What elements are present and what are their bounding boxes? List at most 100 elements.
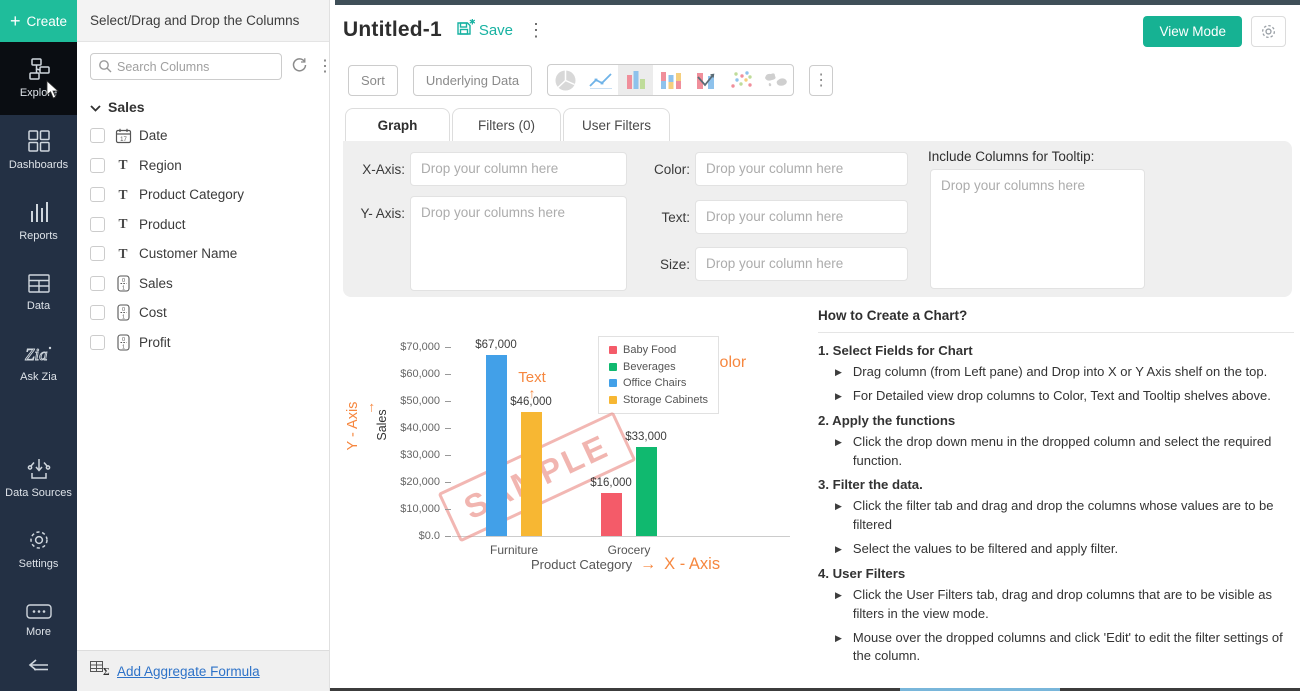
- tooltip-dropzone[interactable]: Drop your columns here: [930, 169, 1145, 289]
- y-axis-dropzone[interactable]: Drop your columns here: [410, 196, 627, 291]
- bullet-arrow-icon: ▶: [835, 436, 842, 447]
- field-checkbox[interactable]: [90, 246, 105, 262]
- field-checkbox[interactable]: [90, 128, 105, 144]
- underlying-data-button[interactable]: Underlying Data: [412, 64, 533, 96]
- add-aggregate-formula-link[interactable]: Add Aggregate Formula: [117, 663, 260, 679]
- sidebar-item-data-sources[interactable]: Data Sources: [0, 443, 77, 514]
- chart-type-scatter-chart-icon[interactable]: [723, 65, 758, 95]
- size-dropzone[interactable]: Drop your column here: [695, 247, 908, 281]
- y-axis-shelf-label: Y- Axis:: [360, 206, 405, 221]
- field-label: Sales: [139, 275, 173, 291]
- search-columns-input[interactable]: [90, 53, 282, 80]
- sidebar-item-label: More: [25, 625, 52, 638]
- data-sources-icon: [26, 458, 52, 480]
- text-dropzone[interactable]: Drop your column here: [695, 200, 908, 234]
- chart-bar-beverages: [636, 447, 657, 536]
- field-row-product[interactable]: T Product: [77, 210, 329, 240]
- nav-gap: [0, 399, 77, 443]
- text-arrow-icon: ↑: [528, 385, 536, 401]
- settings-gear-button[interactable]: [1251, 16, 1286, 47]
- tab-filters[interactable]: Filters (0): [452, 108, 561, 141]
- field-row-product-category[interactable]: T Product Category: [77, 180, 329, 210]
- field-checkbox[interactable]: [90, 275, 105, 291]
- chart-type-combo-chart-icon[interactable]: [688, 65, 723, 95]
- save-button[interactable]: ✱ Save: [456, 18, 514, 41]
- screen-edge-artifact: [77, 688, 1300, 691]
- field-row-profit[interactable]: 0 1 Profit: [77, 328, 329, 358]
- legend-item: Office Chairs: [609, 377, 708, 389]
- create-button[interactable]: + Create: [0, 0, 77, 42]
- columns-panel: Select/Drag and Drop the Columns ⋮ Sales…: [77, 0, 333, 691]
- sidebar-item-label: Dashboards: [8, 159, 69, 171]
- x-axis-arrow-icon: →: [640, 555, 657, 573]
- chart-type-map-chart-icon[interactable]: [758, 65, 793, 95]
- tab-user-filters[interactable]: User Filters: [563, 108, 670, 141]
- text-type-icon: T: [118, 157, 128, 173]
- sidebar-item-reports[interactable]: Reports: [0, 186, 77, 257]
- sidebar-item-settings[interactable]: Settings: [0, 514, 77, 585]
- sidebar-item-more[interactable]: More: [0, 585, 77, 656]
- y-tick-mark: [445, 482, 451, 483]
- text-type-icon: T: [118, 186, 128, 202]
- legend-item: Beverages: [609, 361, 708, 373]
- field-row-customer-name[interactable]: T Customer Name: [77, 239, 329, 269]
- tooltip-shelf-label: Include Columns for Tooltip:: [928, 149, 1095, 164]
- y-tick-mark: [445, 536, 451, 537]
- y-tick-mark: [445, 428, 451, 429]
- chart-type-more-icon[interactable]: ⋮: [809, 64, 834, 96]
- field-label: Region: [139, 157, 182, 173]
- tab-graph[interactable]: Graph: [345, 108, 450, 141]
- bullet-arrow-icon: ▶: [835, 367, 842, 377]
- color-dropzone[interactable]: Drop your column here: [695, 152, 908, 186]
- create-button-label: Create: [26, 13, 68, 29]
- main-area: Untitled-1 ✱ Save ⋮ View Mode Sort Under…: [330, 0, 1300, 691]
- text-type-icon: T: [118, 245, 128, 261]
- sidebar-item-dashboards[interactable]: Dashboards: [0, 115, 77, 186]
- svg-text:✱: ✱: [469, 19, 475, 27]
- chart-bar-storage-cabinets: [521, 412, 542, 536]
- field-checkbox[interactable]: [90, 157, 105, 173]
- header-kebab-menu-icon[interactable]: ⋮: [527, 20, 546, 40]
- sidebar-item-data[interactable]: Data: [0, 257, 77, 328]
- chart-type-bar-chart-icon[interactable]: [618, 65, 654, 95]
- sidebar-item-explore[interactable]: Explore: [0, 42, 77, 115]
- sample-chart: Y - Axis → Sales Text ↑ → Color Baby Foo…: [345, 300, 815, 600]
- collapse-sidebar-button[interactable]: [0, 653, 77, 683]
- field-row-date[interactable]: 17 Date: [77, 121, 329, 151]
- refresh-icon[interactable]: [289, 54, 310, 80]
- panel-kebab-menu-icon[interactable]: ⋮: [317, 57, 333, 75]
- chart-type-stacked-bar-icon[interactable]: [653, 65, 688, 95]
- x-axis-dropzone[interactable]: Drop your column here: [410, 152, 627, 186]
- field-label: Profit: [139, 334, 171, 350]
- y-tick-mark: [445, 509, 451, 510]
- text-shelf-label: Text:: [661, 210, 690, 225]
- help-panel: How to Create a Chart? 1. Select Fields …: [818, 308, 1294, 671]
- save-label: Save: [478, 21, 514, 39]
- reports-icon: [29, 201, 49, 223]
- field-row-region[interactable]: T Region: [77, 151, 329, 181]
- y-tick-label: $30,000: [400, 449, 440, 461]
- field-checkbox[interactable]: [90, 334, 105, 350]
- help-title: How to Create a Chart?: [818, 308, 968, 323]
- field-checkbox[interactable]: [90, 305, 105, 321]
- left-nav-rail: + Create Explore Dashboards Reports Data Zia…: [0, 0, 77, 691]
- field-checkbox[interactable]: [90, 187, 105, 203]
- svg-text:1: 1: [121, 285, 124, 291]
- drop-shelf-panel: X-Axis: Drop your column here Y- Axis: D…: [343, 141, 1292, 297]
- field-row-cost[interactable]: 0 1 Cost: [77, 298, 329, 328]
- view-mode-button[interactable]: View Mode: [1143, 16, 1242, 47]
- sort-button[interactable]: Sort: [348, 64, 398, 96]
- chart-type-pie-chart-icon[interactable]: [548, 65, 583, 95]
- plus-icon: +: [9, 11, 21, 31]
- sidebar-item-ask-zia[interactable]: Zia Ask Zia: [0, 328, 77, 399]
- mouse-cursor: [46, 80, 60, 105]
- field-row-sales[interactable]: 0 1 Sales: [77, 269, 329, 299]
- bar-value-label: $67,000: [475, 339, 517, 351]
- help-bullet-text: For Detailed view drop columns to Color,…: [852, 387, 1271, 403]
- field-checkbox[interactable]: [90, 216, 105, 232]
- help-bullet-text: Click the filter tab and drag and drop t…: [852, 498, 1274, 533]
- chart-type-line-chart-icon[interactable]: [583, 65, 618, 95]
- table-section-sales[interactable]: Sales: [77, 89, 329, 121]
